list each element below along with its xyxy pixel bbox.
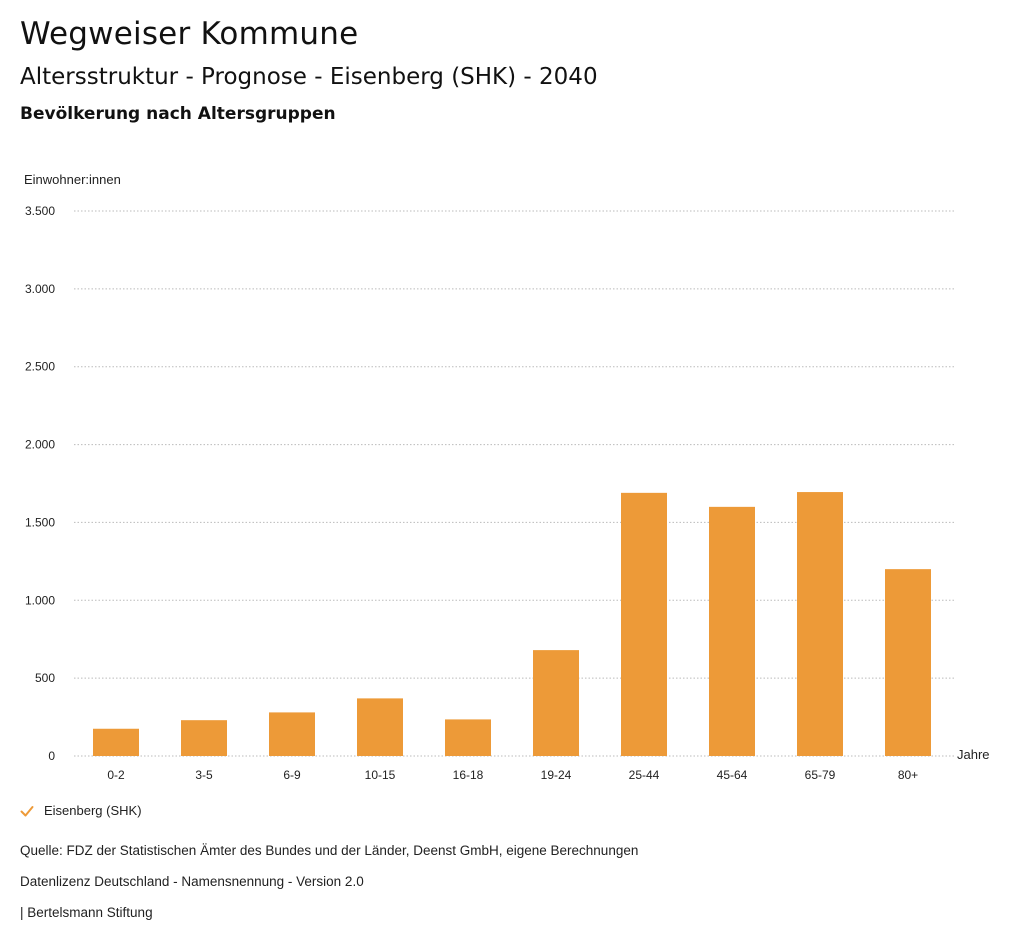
y-tick-label: 2.000 (25, 438, 55, 452)
x-tick-label: 6-9 (283, 768, 301, 782)
bar-3-5[interactable] (181, 720, 227, 756)
bars (93, 492, 931, 756)
y-tick-labels: 0 500 1.000 1.500 2.000 2.500 3.000 3.500 (25, 204, 55, 763)
bar-45-64[interactable] (709, 506, 755, 756)
legend-item-eisenberg[interactable]: Eisenberg (SHK) (20, 803, 142, 818)
bar-80+[interactable] (885, 569, 931, 756)
y-tick-label: 0 (48, 749, 55, 763)
x-tick-label: 16-18 (453, 768, 484, 782)
x-tick-label: 10-15 (365, 768, 396, 782)
footer-license: Datenlizenz Deutschland - Namensnennung … (20, 874, 364, 889)
footer-source: Quelle: FDZ der Statistischen Ämter des … (20, 843, 639, 858)
x-tick-label: 65-79 (805, 768, 836, 782)
bar-65-79[interactable] (797, 492, 843, 756)
footer-publisher: | Bertelsmann Stiftung (20, 905, 153, 920)
page-subtitle: Altersstruktur - Prognose - Eisenberg (S… (20, 64, 598, 90)
x-tick-label: 80+ (898, 768, 918, 782)
y-tick-label: 3.500 (25, 204, 55, 218)
y-axis-label: Einwohner:innen (24, 172, 121, 187)
y-tick-label: 1.500 (25, 515, 55, 529)
y-tick-label: 500 (35, 671, 55, 685)
legend-label: Eisenberg (SHK) (44, 803, 142, 818)
chart-title: Bevölkerung nach Altersgruppen (20, 104, 336, 124)
x-tick-label: 0-2 (107, 768, 125, 782)
bar-6-9[interactable] (269, 712, 315, 756)
check-icon (20, 805, 34, 816)
y-tick-label: 1.000 (25, 593, 55, 607)
x-axis-label: Jahre (957, 747, 990, 762)
x-tick-label: 19-24 (541, 768, 572, 782)
bar-16-18[interactable] (445, 719, 491, 756)
y-tick-label: 2.500 (25, 360, 55, 374)
x-tick-label: 45-64 (717, 768, 748, 782)
bar-10-15[interactable] (357, 698, 403, 756)
page-title: Wegweiser Kommune (20, 16, 359, 52)
bar-25-44[interactable] (621, 492, 667, 756)
y-tick-label: 3.000 (25, 282, 55, 296)
bar-chart: Einwohner:innen Jahre 0 500 1.000 1.500 2.00… (24, 172, 990, 782)
x-tick-label: 25-44 (629, 768, 660, 782)
bar-19-24[interactable] (533, 650, 579, 756)
x-tick-labels: 0-2 3-5 6-9 10-15 16-18 19-24 25-44 45-64 65-79 8… (107, 768, 918, 782)
bar-0-2[interactable] (93, 728, 139, 756)
x-tick-label: 3-5 (195, 768, 213, 782)
